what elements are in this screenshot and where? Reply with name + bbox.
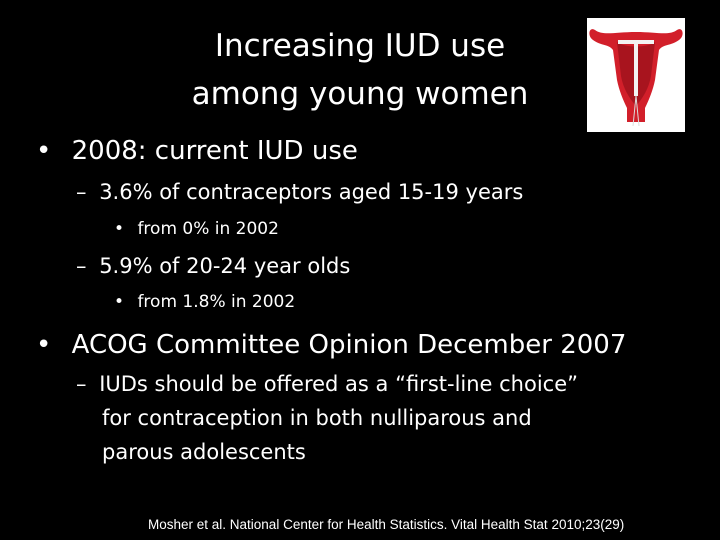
sub-bullet-item: – IUDs should be offered as a “first-lin… (76, 372, 578, 396)
sub-sub-bullet-text: from 1.8% in 2002 (137, 292, 296, 312)
citation: Mosher et al. National Center for Health… (148, 517, 625, 532)
sub-sub-bullet-item: • from 1.8% in 2002 (114, 292, 295, 312)
bullet-text: ACOG Committee Opinion December 2007 (71, 330, 627, 360)
sub-sub-bullet-text: from 0% in 2002 (137, 219, 279, 239)
bullet-text: 2008: current IUD use (71, 136, 358, 166)
sub-bullet-text: 5.9% of 20-24 year olds (99, 254, 351, 278)
bullet-marker: • (36, 136, 52, 166)
dash-marker: – (76, 372, 87, 396)
dash-marker: – (76, 180, 87, 204)
sub-bullet-text-line-2: for contraception in both nulliparous an… (102, 406, 532, 430)
iud-illustration-icon (587, 18, 685, 132)
bullet-item: • 2008: current IUD use (36, 136, 358, 166)
bullet-marker: • (36, 330, 52, 360)
bullet-marker: • (114, 292, 125, 312)
title-line-2: among young women (191, 76, 529, 112)
sub-sub-bullet-item: • from 0% in 2002 (114, 219, 279, 239)
dash-marker: – (76, 254, 87, 278)
sub-bullet-item: – 5.9% of 20-24 year olds (76, 254, 350, 278)
slide-title: Increasing IUD use among young women (150, 22, 570, 118)
title-line-1: Increasing IUD use (214, 28, 506, 64)
sub-bullet-text-line-1: IUDs should be offered as a “first-line … (99, 372, 579, 396)
sub-bullet-text: 3.6% of contraceptors aged 15-19 years (99, 180, 524, 204)
sub-bullet-item: – 3.6% of contraceptors aged 15-19 years (76, 180, 523, 204)
bullet-marker: • (114, 219, 125, 239)
bullet-item: • ACOG Committee Opinion December 2007 (36, 330, 626, 360)
sub-bullet-text-line-3: parous adolescents (102, 440, 306, 464)
